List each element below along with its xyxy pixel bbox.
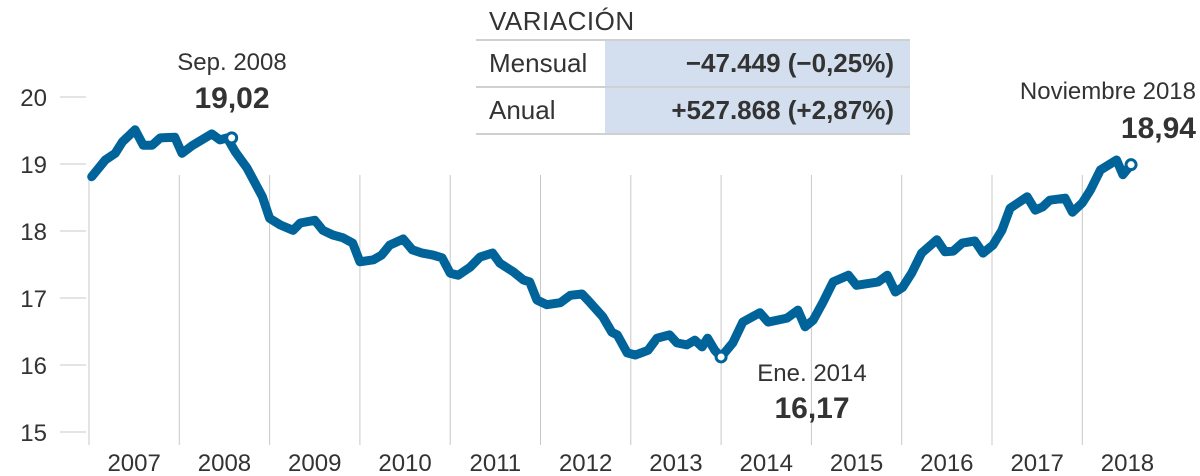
annotation-label: Noviembre 2018 xyxy=(1020,78,1196,105)
x-axis-ticks: 2007 2008 2009 2010 2011 2012 2013 2014 2015 2016… xyxy=(107,450,1154,476)
x-tick-label: 2012 xyxy=(559,450,612,476)
y-tick-label: 18 xyxy=(20,219,47,246)
annotation-label: Ene. 2014 xyxy=(757,360,866,387)
y-tick-label: 17 xyxy=(20,286,47,313)
annotation-marker xyxy=(225,131,239,145)
x-tick-label: 2007 xyxy=(107,450,160,476)
y-tick-label: 15 xyxy=(20,420,47,447)
x-tick-label: 2013 xyxy=(649,450,702,476)
x-tick-label: 2008 xyxy=(198,450,251,476)
row-value: −47.449 (−0,25%) xyxy=(605,39,910,87)
x-tick-label: 2015 xyxy=(830,450,883,476)
y-tick-label: 20 xyxy=(20,85,47,112)
y-tick-label: 19 xyxy=(20,152,47,179)
variation-title: VARIACIÓN xyxy=(489,6,635,36)
x-tick-label: 2009 xyxy=(288,450,341,476)
x-tick-label: 2016 xyxy=(920,450,973,476)
annotation-marker xyxy=(714,350,728,364)
x-tick-label: 2010 xyxy=(378,450,431,476)
annotation-value: 18,94 xyxy=(1121,112,1196,145)
y-axis-ticks: 15 16 17 18 19 20 xyxy=(20,85,86,447)
table-row-monthly: Mensual −47.449 (−0,25%) xyxy=(476,39,910,87)
row-label: Anual xyxy=(476,86,605,135)
annotation-label: Sep. 2008 xyxy=(177,49,286,76)
gridlines xyxy=(88,175,1083,445)
x-tick-label: 2017 xyxy=(1010,450,1063,476)
y-tick-label: 16 xyxy=(20,353,47,380)
annotation-value: 19,02 xyxy=(194,82,269,115)
x-tick-label: 2011 xyxy=(470,450,522,476)
x-tick-label: 2014 xyxy=(740,450,793,476)
row-value: +527.868 (+2,87%) xyxy=(605,86,910,135)
annotation-value: 16,17 xyxy=(774,392,849,425)
row-label: Mensual xyxy=(476,39,605,87)
x-tick-label: 2018 xyxy=(1101,450,1154,476)
annotation-marker xyxy=(1124,158,1138,172)
table-row-annual: Anual +527.868 (+2,87%) xyxy=(476,86,910,135)
annotations: Sep. 2008 19,02 Ene. 2014 16,17 Noviembre 20… xyxy=(177,49,1196,425)
variation-table: Mensual −47.449 (−0,25%) Anual +527.868 … xyxy=(476,39,910,135)
series-line xyxy=(87,125,1136,362)
